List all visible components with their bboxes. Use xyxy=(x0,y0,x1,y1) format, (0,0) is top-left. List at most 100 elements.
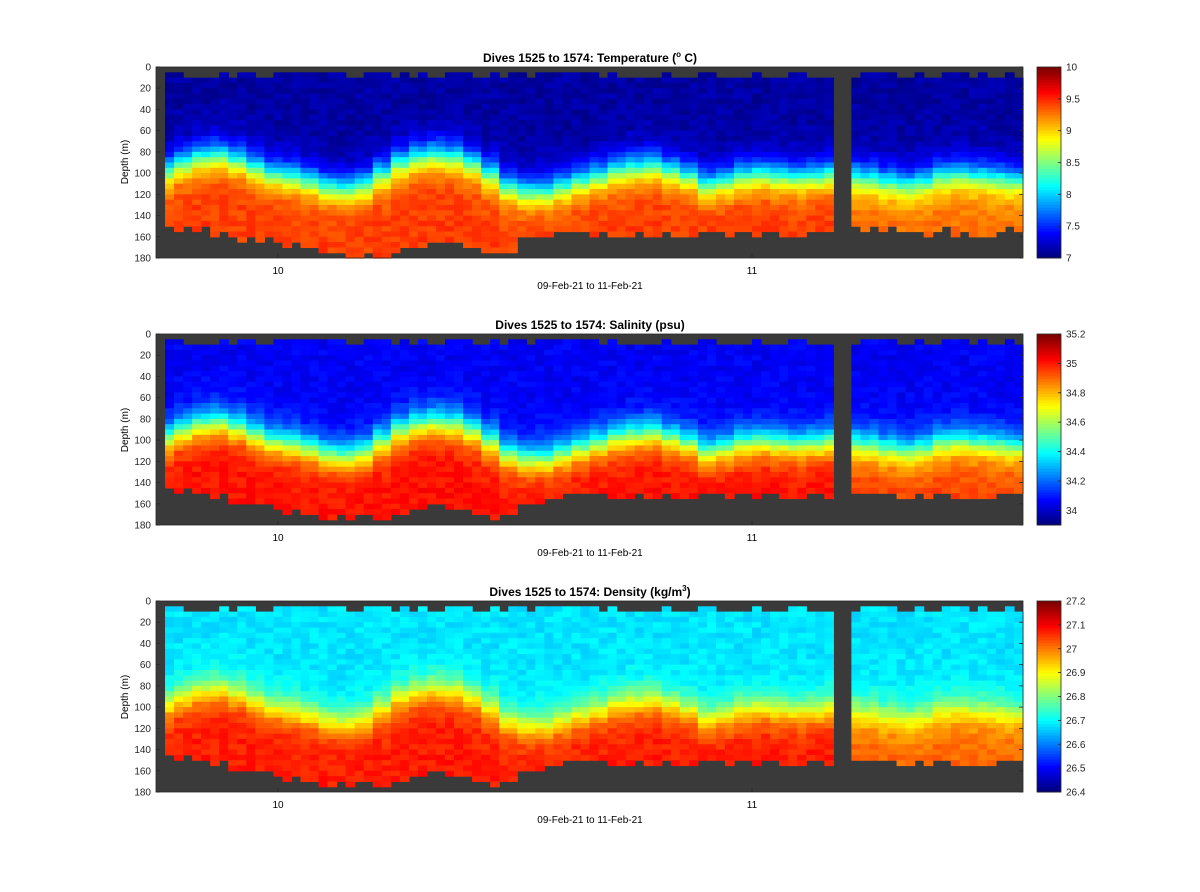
heatmap-cell xyxy=(986,82,997,89)
heatmap-cell xyxy=(273,114,284,121)
heatmap-cell xyxy=(174,125,184,132)
heatmap-cell xyxy=(499,135,509,142)
heatmap-cell xyxy=(327,424,338,431)
heatmap-cell xyxy=(634,381,645,388)
heatmap-cell xyxy=(426,397,437,404)
heatmap-cell xyxy=(589,135,600,142)
colorbar-swatch xyxy=(1037,231,1061,235)
heatmap-cell xyxy=(454,135,464,142)
heatmap-cell xyxy=(499,482,509,489)
heatmap-cell xyxy=(354,236,365,243)
heatmap-cell xyxy=(399,236,410,243)
heatmap-cell xyxy=(779,178,789,185)
heatmap-cell xyxy=(977,146,988,153)
heatmap-cell xyxy=(517,477,527,484)
heatmap-cell xyxy=(688,146,699,153)
heatmap-cell xyxy=(264,424,275,431)
heatmap-cell xyxy=(806,204,816,211)
heatmap-cell xyxy=(508,408,518,415)
heatmap-cell xyxy=(228,493,238,500)
heatmap-cell xyxy=(345,157,356,164)
heatmap-cell xyxy=(219,477,229,484)
heatmap-cell xyxy=(715,167,726,174)
heatmap-cell xyxy=(372,204,383,211)
heatmap-cell xyxy=(986,215,997,222)
heatmap-cell xyxy=(508,242,518,248)
heatmap-cell xyxy=(499,429,509,436)
heatmap-cell xyxy=(616,461,627,468)
heatmap-cell xyxy=(219,72,229,79)
heatmap-cell xyxy=(734,215,744,222)
heatmap-cell xyxy=(1004,104,1015,111)
heatmap-cell xyxy=(472,434,482,441)
heatmap-cell xyxy=(643,82,654,89)
heatmap-cell xyxy=(345,487,356,494)
heatmap-cell xyxy=(824,204,834,211)
heatmap-cell xyxy=(372,167,383,174)
heatmap-cell xyxy=(264,173,275,180)
heatmap-cell xyxy=(264,344,275,351)
heatmap-cell xyxy=(246,98,256,105)
heatmap-cell xyxy=(399,471,410,478)
heatmap-cell xyxy=(426,194,437,201)
heatmap-cell xyxy=(589,482,600,489)
heatmap-cell xyxy=(354,183,365,190)
colorbar-swatch xyxy=(1037,180,1061,184)
heatmap-cell xyxy=(399,130,410,137)
heatmap-cell xyxy=(959,93,970,100)
heatmap-cell xyxy=(553,146,564,153)
heatmap-cell xyxy=(399,371,410,378)
heatmap-cell xyxy=(598,397,609,404)
heatmap-cell xyxy=(201,392,211,399)
heatmap-cell xyxy=(571,487,582,494)
heatmap-cell xyxy=(454,109,464,116)
heatmap-cell xyxy=(896,120,907,126)
heatmap-cell xyxy=(797,178,807,185)
heatmap-cell xyxy=(887,183,898,190)
heatmap-cell xyxy=(815,204,825,211)
heatmap-cell xyxy=(336,146,347,153)
heatmap-cell xyxy=(878,189,889,195)
heatmap-cell xyxy=(670,360,681,367)
heatmap-cell xyxy=(869,162,880,169)
heatmap-cell xyxy=(788,141,798,148)
heatmap-cell xyxy=(652,157,663,164)
heatmap-cell xyxy=(968,157,979,164)
heatmap-cell xyxy=(210,220,220,227)
heatmap-cell xyxy=(761,189,771,195)
heatmap-cell xyxy=(752,365,762,372)
heatmap-cell xyxy=(598,173,609,180)
heatmap-cell xyxy=(580,130,591,137)
heatmap-cell xyxy=(174,151,184,158)
heatmap-cell xyxy=(165,456,175,462)
heatmap-cell xyxy=(535,424,545,431)
heatmap-cell xyxy=(688,434,699,441)
heatmap-cell xyxy=(363,88,374,95)
heatmap-cell xyxy=(237,215,247,222)
heatmap-cell xyxy=(1004,146,1015,153)
heatmap-cell xyxy=(201,456,211,462)
heatmap-cell xyxy=(165,349,175,356)
heatmap-cell xyxy=(183,397,193,404)
heatmap-cell xyxy=(417,157,428,164)
heatmap-cell xyxy=(526,125,536,132)
heatmap-cell xyxy=(417,413,428,420)
heatmap-cell xyxy=(291,429,302,436)
heatmap-cell xyxy=(580,445,591,452)
heatmap-cell xyxy=(688,456,699,462)
heatmap-cell xyxy=(472,397,482,404)
heatmap-cell xyxy=(273,98,284,105)
heatmap-cell xyxy=(282,125,293,132)
heatmap-cell xyxy=(734,104,744,111)
heatmap-cell xyxy=(165,189,175,195)
heatmap-cell xyxy=(417,424,428,431)
heatmap-cell xyxy=(282,77,293,84)
heatmap-cell xyxy=(390,125,401,132)
heatmap-cell xyxy=(372,424,383,431)
heatmap-cell xyxy=(589,434,600,441)
heatmap-cell xyxy=(526,477,536,484)
heatmap-cell xyxy=(481,376,491,383)
heatmap-cell xyxy=(165,210,175,217)
heatmap-cell xyxy=(435,434,446,441)
heatmap-cell xyxy=(517,104,527,111)
